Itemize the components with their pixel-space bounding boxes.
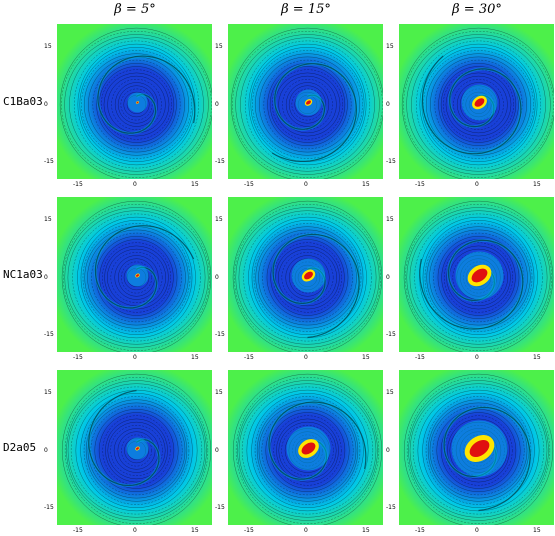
y-tick-label: 0 <box>215 447 219 454</box>
panel-d2a05-beta-15 <box>228 370 383 525</box>
column-title-beta-15: β = 15° <box>281 2 331 17</box>
x-tick-label: -15 <box>73 354 83 361</box>
x-tick-label: 15 <box>362 181 370 188</box>
x-tick-label: 15 <box>191 527 199 534</box>
y-tick-label: 15 <box>44 43 52 50</box>
x-tick-label: -15 <box>415 527 425 534</box>
density-map <box>228 370 383 525</box>
x-tick-label: -15 <box>244 527 254 534</box>
x-tick-label: -15 <box>244 181 254 188</box>
y-tick-label: 0 <box>386 274 390 281</box>
y-tick-label: -15 <box>44 331 54 338</box>
density-map <box>57 24 212 179</box>
y-tick-label: -15 <box>386 331 396 338</box>
x-tick-label: 0 <box>133 181 137 188</box>
y-tick-label: 0 <box>215 101 219 108</box>
panel-c1ba03-beta-30 <box>399 24 554 179</box>
y-tick-label: 15 <box>386 43 394 50</box>
y-tick-label: 0 <box>44 101 48 108</box>
x-tick-label: -15 <box>415 181 425 188</box>
x-tick-label: 15 <box>533 527 541 534</box>
x-tick-label: 0 <box>475 527 479 534</box>
x-tick-label: 0 <box>304 354 308 361</box>
y-tick-label: 0 <box>386 101 390 108</box>
y-tick-label: 15 <box>386 216 394 223</box>
y-tick-label: 15 <box>215 43 223 50</box>
density-map <box>228 197 383 352</box>
panel-d2a05-beta-30 <box>399 370 554 525</box>
x-tick-label: 0 <box>304 527 308 534</box>
y-tick-label: 15 <box>44 389 52 396</box>
y-tick-label: -15 <box>215 504 225 511</box>
y-tick-label: -15 <box>215 158 225 165</box>
y-tick-label: -15 <box>44 504 54 511</box>
density-map <box>228 24 383 179</box>
x-tick-label: 0 <box>475 354 479 361</box>
x-tick-label: 15 <box>533 181 541 188</box>
column-title-beta-5: β = 5° <box>114 2 156 17</box>
y-tick-label: -15 <box>386 504 396 511</box>
panel-d2a05-beta-5 <box>57 370 212 525</box>
x-tick-label: 0 <box>475 181 479 188</box>
x-tick-label: 15 <box>533 354 541 361</box>
density-map <box>57 197 212 352</box>
y-tick-label: -15 <box>215 331 225 338</box>
density-map <box>399 24 554 179</box>
x-tick-label: 15 <box>191 181 199 188</box>
y-tick-label: 15 <box>215 389 223 396</box>
x-tick-label: 15 <box>362 354 370 361</box>
y-tick-label: 0 <box>215 274 219 281</box>
x-tick-label: 0 <box>133 354 137 361</box>
density-map <box>57 370 212 525</box>
panel-c1ba03-beta-15 <box>228 24 383 179</box>
row-label-c1ba03: C1Ba03 <box>3 95 43 108</box>
x-tick-label: -15 <box>73 181 83 188</box>
x-tick-label: 0 <box>304 181 308 188</box>
column-title-beta-30: β = 30° <box>452 2 502 17</box>
y-tick-label: 0 <box>44 274 48 281</box>
density-map <box>399 197 554 352</box>
x-tick-label: -15 <box>415 354 425 361</box>
x-tick-label: 0 <box>133 527 137 534</box>
panel-nc1a03-beta-15 <box>228 197 383 352</box>
y-tick-label: 15 <box>44 216 52 223</box>
x-tick-label: -15 <box>73 527 83 534</box>
y-tick-label: 0 <box>44 447 48 454</box>
density-map <box>399 370 554 525</box>
y-tick-label: 15 <box>386 389 394 396</box>
y-tick-label: -15 <box>386 158 396 165</box>
y-tick-label: 15 <box>215 216 223 223</box>
x-tick-label: -15 <box>244 354 254 361</box>
x-tick-label: 15 <box>362 527 370 534</box>
y-tick-label: 0 <box>386 447 390 454</box>
row-label-nc1a03: NC1a03 <box>3 268 43 281</box>
panel-nc1a03-beta-30 <box>399 197 554 352</box>
row-label-d2a05: D2a05 <box>3 441 37 454</box>
panel-nc1a03-beta-5 <box>57 197 212 352</box>
y-tick-label: -15 <box>44 158 54 165</box>
x-tick-label: 15 <box>191 354 199 361</box>
panel-c1ba03-beta-5 <box>57 24 212 179</box>
